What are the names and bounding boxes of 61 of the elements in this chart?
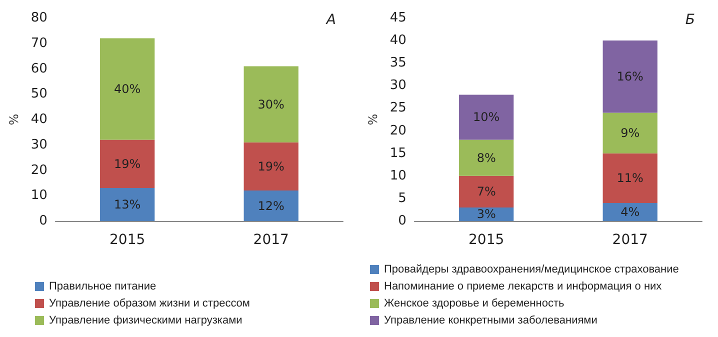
y-tick-label: 15 bbox=[390, 146, 406, 161]
x-tick-label: 2017 bbox=[253, 232, 289, 248]
data-label: 7% bbox=[476, 184, 496, 199]
y-tick-label: 25 bbox=[390, 100, 406, 116]
y-tick-label: 40 bbox=[390, 33, 406, 48]
y-tick-label: 30 bbox=[30, 137, 48, 152]
bar bbox=[602, 153, 658, 203]
data-label: 3% bbox=[476, 207, 496, 222]
data-label: 19% bbox=[114, 156, 141, 171]
bar bbox=[100, 38, 155, 140]
data-label: 16% bbox=[616, 70, 644, 84]
legend-label: Управление конкретными заболеваниями bbox=[384, 314, 598, 326]
data-label: 40% bbox=[114, 82, 141, 96]
y-tick-label: 80 bbox=[30, 10, 48, 26]
y-tick-label: 40 bbox=[30, 112, 48, 127]
y-tick-label: 10 bbox=[30, 188, 48, 204]
legend-label: Провайдеры здравоохранения/медицинское страхование bbox=[384, 264, 679, 276]
bar bbox=[244, 190, 298, 221]
bar bbox=[244, 66, 298, 142]
x-tick-label: 2017 bbox=[612, 232, 648, 248]
bar bbox=[459, 176, 514, 208]
chart-title: А bbox=[325, 12, 336, 28]
y-tick-label: 35 bbox=[390, 56, 406, 71]
bar bbox=[602, 40, 658, 113]
y-tick-label: 45 bbox=[390, 10, 406, 26]
data-label: 9% bbox=[620, 126, 640, 140]
data-label: 12% bbox=[258, 198, 284, 213]
y-axis-title: % bbox=[366, 114, 380, 126]
data-label: 8% bbox=[476, 150, 496, 165]
y-tick-label: 10 bbox=[390, 168, 406, 184]
legend-label: Управление физическими нагрузками bbox=[49, 314, 242, 326]
bar bbox=[459, 94, 514, 140]
y-tick-label: 50 bbox=[30, 86, 48, 102]
legend-label: Правильное питание bbox=[49, 280, 156, 292]
data-label: 11% bbox=[616, 171, 644, 186]
bar bbox=[100, 188, 155, 221]
y-tick-label: 30 bbox=[390, 78, 406, 94]
y-tick-label: 5 bbox=[398, 190, 406, 206]
data-label: 13% bbox=[114, 198, 141, 212]
y-tick-label: 0 bbox=[39, 214, 48, 228]
bar bbox=[244, 142, 298, 191]
bar bbox=[100, 140, 155, 188]
x-tick-label: 2015 bbox=[110, 232, 146, 248]
bar bbox=[602, 202, 658, 221]
chart-title: Б bbox=[685, 12, 696, 28]
data-label: 30% bbox=[258, 97, 284, 112]
y-tick-label: 20 bbox=[30, 162, 48, 178]
y-tick-label: 60 bbox=[30, 61, 48, 76]
bar bbox=[459, 140, 514, 176]
data-label: 10% bbox=[472, 110, 500, 124]
data-label: 19% bbox=[258, 159, 284, 174]
y-tick-label: 0 bbox=[398, 214, 406, 228]
y-axis-title: % bbox=[7, 114, 21, 126]
legend-label: Напоминание о приеме лекарств и информация о них bbox=[384, 280, 662, 292]
x-tick-label: 2015 bbox=[468, 232, 504, 248]
bar bbox=[602, 112, 658, 154]
legend-label: Женское здоровье и беременность bbox=[384, 298, 564, 310]
legend-label: Управление образом жизни и стрессом bbox=[49, 298, 250, 310]
y-tick-label: 20 bbox=[390, 123, 406, 138]
y-tick-label: 70 bbox=[30, 36, 48, 51]
data-label: 4% bbox=[620, 204, 640, 219]
